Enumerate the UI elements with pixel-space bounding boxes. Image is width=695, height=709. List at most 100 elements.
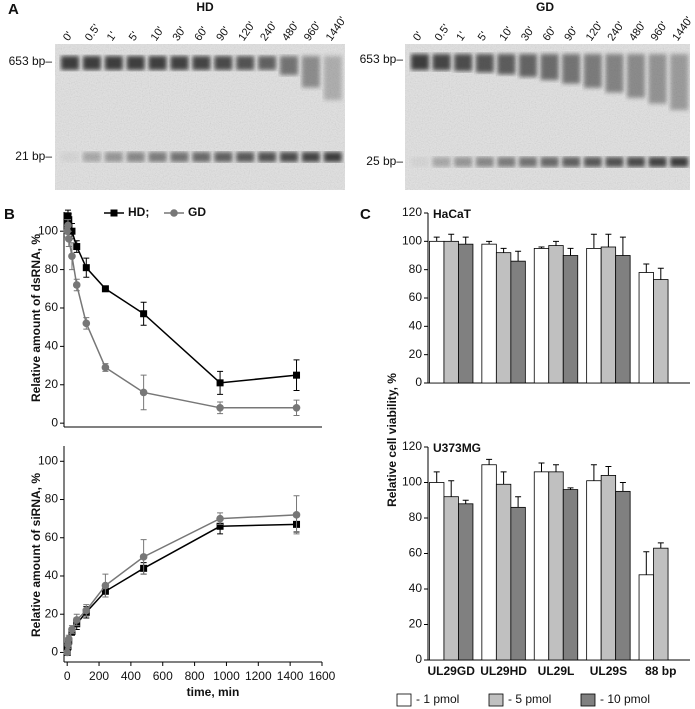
y-tick-label: 0: [415, 652, 422, 666]
error-bar: [462, 499, 469, 504]
point: [216, 522, 224, 530]
series-line: [66, 225, 297, 409]
error-bar: [643, 551, 650, 575]
y-tick-label: 40: [45, 339, 59, 353]
x-tick-label: 88 bp: [645, 664, 676, 678]
bar: [548, 245, 564, 384]
lane-label: 10': [149, 25, 167, 44]
band: [627, 54, 645, 98]
y-tick-label: 100: [38, 223, 58, 237]
band: [104, 152, 123, 162]
panel-letter: A: [8, 1, 19, 18]
panel-letter: B: [4, 206, 15, 223]
error-bar: [567, 487, 574, 490]
band: [280, 152, 298, 162]
bar: [458, 243, 474, 384]
x-tick-label: UL29HD: [480, 664, 527, 678]
y-tick-label: 100: [402, 234, 422, 248]
band: [583, 54, 602, 88]
band: [301, 152, 320, 162]
error-bar: [515, 250, 522, 262]
lane-label: 1': [105, 30, 120, 44]
point: [216, 514, 224, 523]
lane-label: 1440': [670, 15, 695, 44]
bar: [615, 490, 631, 661]
band: [562, 54, 581, 84]
x-tick-label: UL29L: [538, 664, 575, 678]
error-bar: [538, 246, 545, 249]
point: [292, 511, 301, 519]
error-bar: [538, 462, 545, 472]
point: [292, 404, 301, 412]
point: [68, 227, 76, 235]
band: [475, 54, 494, 73]
lane-label: 120': [584, 20, 606, 44]
band: [627, 157, 645, 167]
band: [214, 152, 233, 162]
point: [64, 635, 73, 643]
error-bar: [500, 471, 507, 485]
error-bar: [448, 480, 455, 497]
bar: [653, 279, 669, 384]
lane-label: 960': [302, 20, 324, 44]
band: [454, 54, 473, 72]
bar: [458, 503, 474, 661]
x-tick-label: 1400: [277, 669, 304, 683]
bar: [562, 255, 579, 384]
legend-label: HD;: [128, 205, 149, 219]
band: [497, 54, 516, 75]
y-tick-label: 60: [45, 300, 59, 314]
error-bar: [486, 240, 493, 245]
bar: [443, 496, 459, 661]
point: [101, 285, 109, 293]
bar: [600, 246, 617, 384]
bar: [481, 464, 497, 661]
point: [101, 581, 110, 590]
lane-label: 60': [192, 25, 210, 44]
y-tick-label: 20: [409, 347, 423, 361]
error-bar: [486, 458, 493, 465]
lane-label: 30': [519, 25, 537, 44]
band: [148, 56, 167, 70]
bar: [586, 248, 602, 384]
point: [293, 371, 301, 379]
y-tick-label: 20: [45, 606, 59, 620]
lane-label: 480': [627, 20, 649, 44]
x-tick-label: UL29GD: [428, 664, 476, 678]
lane-label: 240': [605, 20, 627, 44]
y-tick-label: 40: [409, 319, 423, 333]
legend-swatch: [396, 693, 412, 707]
x-tick-label: 1000: [213, 669, 240, 683]
band: [648, 54, 667, 104]
point: [73, 243, 81, 251]
lane-label: 5': [476, 30, 491, 44]
band: [432, 157, 451, 167]
legend-label: - 5 pmol: [508, 692, 551, 706]
error-bar: [462, 236, 469, 245]
band: [301, 56, 320, 88]
y-tick-label: 0: [51, 645, 58, 659]
bar: [533, 248, 550, 384]
bar: [429, 240, 445, 384]
bar: [495, 252, 512, 384]
point: [64, 235, 73, 243]
y-tick-label: 60: [45, 530, 59, 544]
y-tick-label: 20: [45, 377, 59, 391]
x-tick-label: 200: [89, 669, 109, 683]
band: [432, 54, 451, 71]
bar: [429, 482, 445, 661]
band: [280, 56, 298, 75]
point: [82, 319, 91, 328]
series-line: [66, 523, 297, 653]
lane-label: 0.5': [83, 22, 103, 43]
band: [605, 54, 624, 93]
band: [670, 54, 689, 110]
y-axis-label: Relative amount of siRNA, %: [29, 473, 43, 637]
band: [648, 157, 667, 167]
gel-title: GD: [536, 0, 554, 14]
y-tick-label: 40: [409, 581, 423, 595]
bar: [586, 480, 602, 661]
lane-label: 120': [236, 20, 258, 44]
legend-label: - 1 pmol: [416, 692, 459, 706]
x-tick-label: 600: [153, 669, 173, 683]
